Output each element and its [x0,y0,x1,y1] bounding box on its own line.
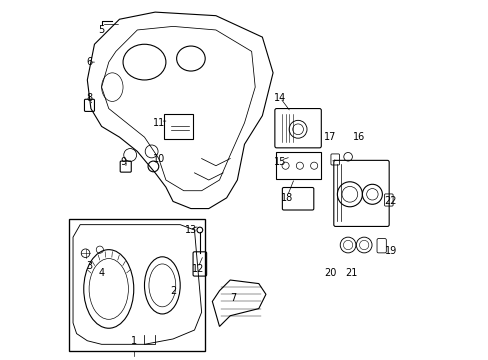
Text: 8: 8 [86,93,92,103]
Text: 21: 21 [345,268,357,278]
Text: 13: 13 [184,225,197,235]
Text: 4: 4 [99,268,104,278]
Text: 2: 2 [170,286,176,296]
Text: 15: 15 [273,157,286,167]
Text: 7: 7 [230,293,236,303]
Text: 3: 3 [86,261,92,271]
Text: 18: 18 [281,193,293,203]
Text: 6: 6 [86,57,92,67]
Text: 19: 19 [384,247,396,256]
Text: 17: 17 [324,132,336,142]
Text: 9: 9 [120,157,126,167]
Text: 16: 16 [352,132,364,142]
Text: 5: 5 [98,25,104,35]
Text: 10: 10 [152,154,164,163]
Text: 1: 1 [130,336,137,346]
Text: 22: 22 [384,197,396,206]
Text: 12: 12 [191,264,204,274]
Text: 11: 11 [152,118,164,128]
Text: 20: 20 [324,268,336,278]
Text: 14: 14 [274,93,286,103]
